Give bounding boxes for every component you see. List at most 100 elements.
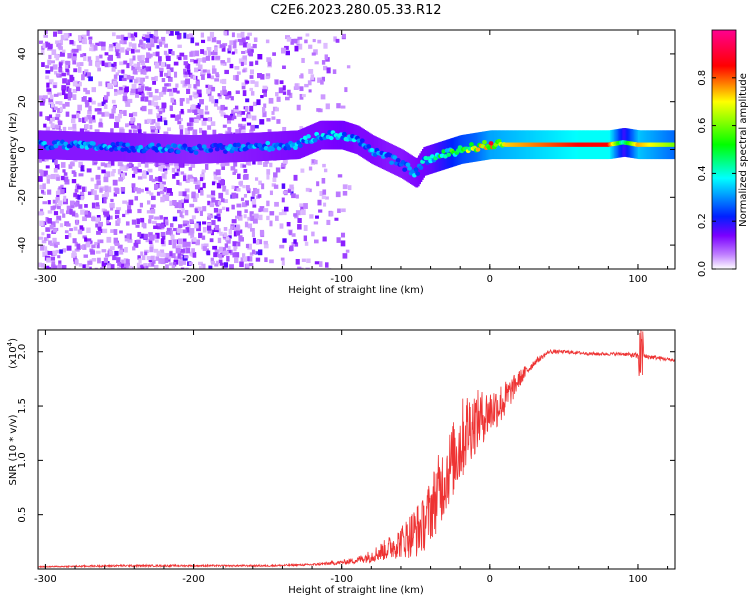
noise-cell — [234, 185, 239, 191]
noise-cell — [202, 221, 207, 225]
noise-cell — [207, 229, 213, 234]
noise-cell — [214, 78, 220, 82]
noise-cell — [314, 261, 320, 265]
noise-cell — [109, 250, 114, 256]
noise-cell — [200, 70, 206, 76]
noise-cell — [205, 105, 209, 111]
noise-cell — [53, 228, 58, 233]
noise-cell — [115, 50, 119, 57]
noise-cell — [141, 222, 145, 228]
ridge-cell — [297, 143, 303, 148]
noise-cell — [199, 114, 204, 119]
noise-cell — [101, 261, 107, 267]
ridge-cell — [270, 146, 276, 152]
noise-cell — [221, 165, 226, 170]
noise-cell — [50, 256, 56, 261]
noise-cell — [57, 107, 62, 113]
noise-cell — [168, 91, 174, 97]
noise-cell — [298, 43, 303, 50]
noise-cell — [167, 127, 171, 131]
ridge-cell — [214, 146, 220, 152]
noise-cell — [158, 56, 162, 62]
noise-cell — [72, 123, 77, 129]
noise-cell — [55, 241, 60, 245]
noise-cell — [142, 33, 147, 38]
noise-cell — [184, 127, 189, 134]
noise-cell — [38, 157, 42, 163]
noise-cell — [113, 237, 118, 244]
noise-cell — [255, 60, 259, 65]
noise-cell — [63, 33, 68, 39]
noise-cell — [193, 94, 198, 99]
noise-cell — [175, 246, 180, 250]
noise-cell — [169, 251, 173, 257]
noise-cell — [244, 106, 249, 113]
noise-cell — [221, 78, 227, 85]
noise-cell — [62, 103, 66, 109]
noise-cell — [90, 250, 96, 255]
noise-cell — [123, 110, 127, 116]
noise-cell — [245, 50, 249, 54]
noise-cell — [111, 32, 116, 37]
noise-cell — [162, 181, 166, 185]
noise-cell — [136, 262, 140, 269]
noise-cell — [104, 52, 109, 56]
noise-cell — [230, 226, 234, 230]
noise-cell — [88, 76, 93, 82]
noise-cell — [163, 131, 169, 136]
snr-marks — [38, 330, 675, 569]
noise-cell — [307, 80, 312, 86]
noise-cell — [138, 266, 143, 269]
noise-cell — [54, 203, 59, 208]
noise-cell — [63, 172, 68, 176]
noise-cell — [157, 115, 163, 122]
noise-cell — [108, 61, 112, 67]
noise-cell — [211, 220, 216, 226]
noise-cell — [153, 248, 159, 253]
noise-cell — [273, 184, 279, 189]
noise-cell — [168, 49, 173, 54]
noise-cell — [322, 189, 327, 195]
ridge-cell — [172, 143, 178, 149]
noise-cell — [194, 109, 198, 116]
noise-cell — [62, 49, 66, 53]
noise-cell — [235, 90, 240, 95]
noise-cell — [117, 262, 122, 266]
noise-cell — [266, 200, 270, 207]
noise-cell — [61, 89, 66, 96]
noise-cell — [250, 124, 256, 131]
noise-cell — [262, 85, 268, 90]
noise-cell — [137, 66, 142, 73]
noise-cell — [51, 261, 56, 265]
noise-cell — [96, 230, 101, 235]
noise-cell — [247, 223, 253, 229]
noise-cell — [117, 162, 123, 167]
noise-cell — [76, 185, 82, 190]
noise-cell — [180, 248, 185, 253]
noise-cell — [69, 208, 73, 215]
noise-cell — [122, 263, 127, 267]
noise-cell — [153, 225, 158, 230]
noise-cell — [78, 204, 83, 209]
noise-cell — [282, 190, 287, 195]
noise-cell — [88, 105, 92, 112]
noise-cell — [159, 71, 163, 77]
noise-cell — [128, 113, 134, 118]
noise-cell — [320, 94, 326, 100]
noise-cell — [149, 262, 155, 267]
noise-cell — [228, 235, 232, 239]
noise-cell — [111, 99, 116, 104]
noise-cell — [198, 232, 203, 239]
noise-cell — [50, 101, 55, 108]
ridge-cell — [265, 140, 271, 146]
noise-cell — [113, 80, 117, 86]
noise-cell — [200, 39, 206, 44]
noise-cell — [137, 169, 142, 173]
noise-cell — [148, 232, 153, 238]
noise-cell — [117, 169, 121, 175]
noise-cell — [79, 225, 84, 231]
noise-cell — [72, 238, 77, 244]
noise-cell — [301, 209, 306, 216]
noise-cell — [209, 203, 215, 208]
noise-cell — [126, 264, 130, 269]
